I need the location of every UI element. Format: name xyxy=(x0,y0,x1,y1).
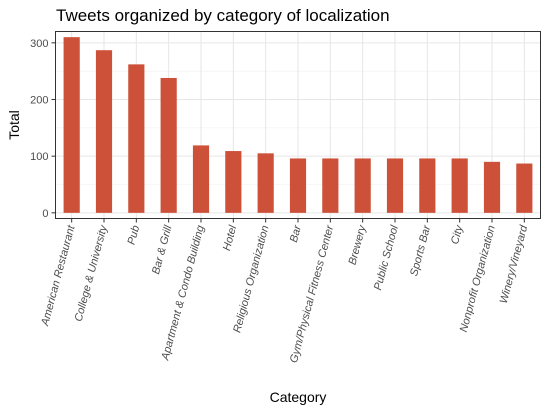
x-tick-label: College & University xyxy=(73,223,111,323)
x-tick-label: Hotel xyxy=(221,224,239,252)
x-tick-label: Bar & Grill xyxy=(150,224,175,276)
bar-8 xyxy=(322,158,339,213)
x-tick-label: Bar xyxy=(288,223,304,244)
bar-4 xyxy=(192,145,210,213)
x-tick-label: American Restaurant xyxy=(39,223,78,328)
x-tick-label: Winery/Vineyard xyxy=(498,223,531,305)
bar-13 xyxy=(483,161,501,213)
x-tick-label: Nonprofit Organization xyxy=(458,224,498,333)
bar-14 xyxy=(516,163,533,213)
x-tick-label: Public School xyxy=(372,224,401,292)
y-tick-label: 0 xyxy=(42,208,48,220)
bar-10 xyxy=(386,158,404,213)
x-tick-label: City xyxy=(449,223,466,246)
bar-1 xyxy=(95,50,113,213)
bar-9 xyxy=(354,158,371,213)
x-axis-title: Category xyxy=(270,389,327,405)
x-tick-label: Gym/Physical Fitness Center xyxy=(288,223,337,364)
y-axis: 0 100 200 300 xyxy=(30,38,56,220)
y-axis-title: Total xyxy=(6,110,22,140)
y-tick-label: 200 xyxy=(30,95,48,107)
x-tick-label: Sports Bar xyxy=(408,223,433,278)
bar-6 xyxy=(257,153,274,213)
bar-7 xyxy=(289,158,307,213)
bar-2 xyxy=(128,64,145,213)
bar-12 xyxy=(451,158,468,213)
x-tick-label: Religious Organization xyxy=(231,224,271,334)
chart-title: Tweets organized by category of localiza… xyxy=(56,6,390,25)
bar-0 xyxy=(63,37,80,213)
y-tick-label: 100 xyxy=(30,151,48,163)
x-tick-label: Pub xyxy=(126,224,143,246)
bar-5 xyxy=(225,151,242,213)
x-tick-label: Brewery xyxy=(347,223,369,267)
bar-11 xyxy=(419,158,436,213)
y-tick-label: 300 xyxy=(30,38,48,50)
bars-layer xyxy=(63,37,533,213)
bar-3 xyxy=(160,77,177,213)
